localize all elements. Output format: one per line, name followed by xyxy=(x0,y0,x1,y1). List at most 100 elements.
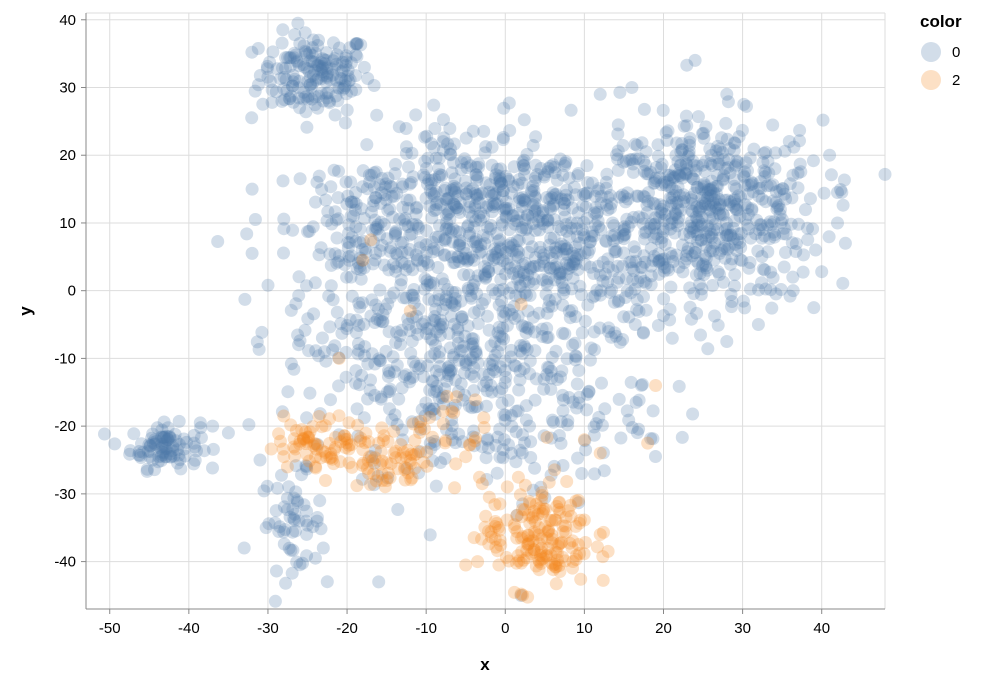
data-point xyxy=(156,448,170,462)
data-point xyxy=(312,33,325,47)
data-point xyxy=(422,322,436,336)
data-point xyxy=(559,218,573,231)
data-point xyxy=(723,195,737,209)
data-point xyxy=(715,243,728,257)
data-point xyxy=(640,198,654,212)
data-point xyxy=(309,195,322,209)
data-point xyxy=(488,242,502,256)
data-point xyxy=(438,248,452,262)
data-point xyxy=(492,558,506,572)
data-point xyxy=(399,218,412,232)
data-point xyxy=(301,225,315,239)
data-point xyxy=(646,196,660,210)
data-point xyxy=(785,236,799,250)
data-point xyxy=(299,437,313,451)
data-point xyxy=(698,197,712,211)
data-point xyxy=(648,217,662,231)
data-point xyxy=(520,321,534,335)
data-point xyxy=(496,321,510,335)
data-point xyxy=(368,213,382,227)
data-point xyxy=(742,261,756,275)
data-point xyxy=(445,295,458,309)
data-point xyxy=(418,409,432,423)
data-point xyxy=(481,433,495,447)
data-point xyxy=(345,438,358,452)
data-point xyxy=(506,180,520,194)
data-point xyxy=(344,209,358,223)
data-point xyxy=(522,245,535,259)
data-point xyxy=(287,491,301,505)
data-point xyxy=(171,456,185,470)
data-point xyxy=(553,152,567,166)
data-point xyxy=(269,504,283,518)
data-point xyxy=(773,183,787,197)
data-point xyxy=(272,427,286,441)
data-point xyxy=(585,176,599,190)
data-point xyxy=(378,180,392,194)
data-point xyxy=(415,259,429,273)
data-point xyxy=(240,227,254,241)
data-point xyxy=(658,260,672,274)
data-point xyxy=(590,540,604,554)
data-point xyxy=(526,260,540,274)
data-point xyxy=(469,345,482,359)
data-point xyxy=(394,236,408,250)
data-point xyxy=(357,261,371,275)
data-point xyxy=(332,428,346,442)
data-point xyxy=(430,325,444,339)
data-point xyxy=(473,196,486,210)
data-point xyxy=(575,223,589,237)
data-point xyxy=(689,268,703,282)
data-point xyxy=(334,317,348,331)
data-point xyxy=(306,68,320,82)
data-point xyxy=(442,191,456,205)
data-point xyxy=(544,548,558,562)
data-point xyxy=(284,303,298,317)
data-point xyxy=(262,517,276,531)
data-point xyxy=(534,545,548,559)
data-point xyxy=(309,46,323,60)
data-point xyxy=(288,513,301,527)
data-point xyxy=(286,75,300,89)
data-point xyxy=(721,242,735,256)
data-point xyxy=(495,330,509,344)
data-point xyxy=(505,186,518,200)
data-point xyxy=(443,122,457,135)
data-point xyxy=(193,416,207,430)
data-point xyxy=(515,446,529,460)
data-point xyxy=(581,298,595,312)
data-point xyxy=(471,170,485,184)
data-point xyxy=(462,268,476,282)
data-point xyxy=(548,560,562,574)
data-point xyxy=(461,218,475,232)
data-point xyxy=(494,242,508,256)
data-point xyxy=(297,498,311,512)
data-point xyxy=(368,357,382,371)
data-point xyxy=(324,450,338,464)
data-point xyxy=(420,445,434,459)
data-point xyxy=(454,294,468,308)
data-point xyxy=(396,433,410,447)
data-point xyxy=(412,302,426,316)
data-point xyxy=(451,250,465,264)
data-point xyxy=(356,234,370,248)
data-point xyxy=(520,551,534,565)
data-point xyxy=(559,188,573,202)
data-point xyxy=(339,370,353,384)
data-point xyxy=(538,491,552,505)
data-point xyxy=(300,411,314,425)
data-point xyxy=(536,217,550,231)
data-point xyxy=(395,255,409,269)
data-point xyxy=(123,444,137,458)
data-point xyxy=(569,349,583,363)
data-point xyxy=(481,441,495,455)
data-point xyxy=(292,81,306,95)
data-point xyxy=(509,425,523,439)
data-point xyxy=(312,59,326,73)
data-point xyxy=(548,166,562,180)
data-point xyxy=(526,139,540,152)
data-point xyxy=(350,262,364,275)
data-point xyxy=(706,244,720,258)
data-point xyxy=(668,207,682,221)
data-point xyxy=(251,78,265,92)
